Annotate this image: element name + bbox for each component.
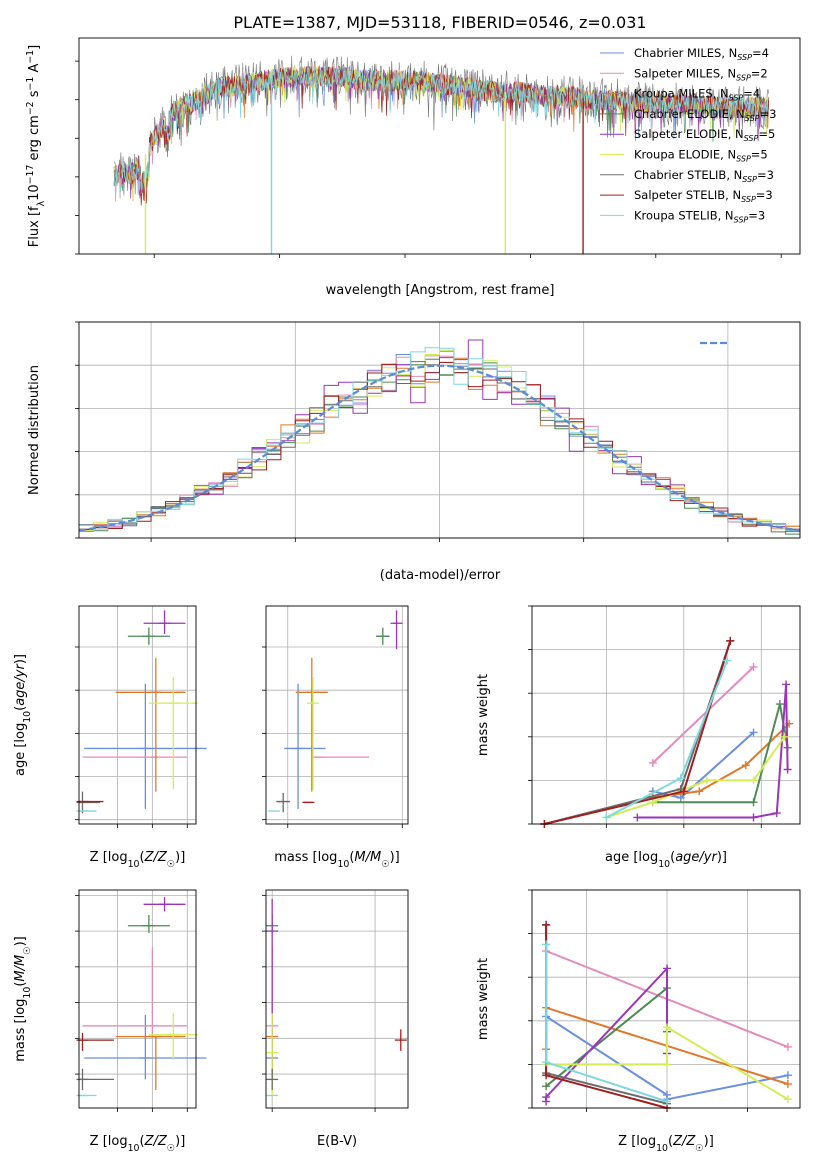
chart-age_vs_mass: mass [log10(M/M☉)] (262, 605, 409, 870)
series-marker (782, 680, 791, 689)
series-marker (676, 774, 685, 783)
plot-area-mass_vs_Z (76, 897, 207, 1097)
chart-mass_vs_ebv: E(B-V) (262, 889, 409, 1149)
series-marker (542, 940, 551, 949)
x-axis-label: Z [log10(Z/Z☉)] (90, 850, 186, 870)
series-marker (542, 1082, 551, 1091)
legend-label: Chabrier STELIB, NSSP=3 (634, 168, 774, 184)
histogram-step (79, 347, 800, 531)
y-axis-label: Flux [fλ10−17 erg cm−2 s−1 A−1] (25, 45, 47, 247)
histogram-step (79, 349, 800, 532)
y-axis-label: mass weight (476, 958, 491, 1040)
chart-age_vs_Z: Z [log10(Z/Z☉)] age [log10(age/yr)] (13, 605, 207, 870)
series-marker (749, 813, 758, 822)
x-axis-label: mass [log10(M/M☉)] (274, 850, 400, 870)
chart-weight_vs_Z: Z [log10(Z/Z☉)] mass weight (476, 889, 801, 1154)
series-marker (542, 1071, 551, 1080)
chart-mass_vs_Z: Z [log10(Z/Z☉)] mass [log10(M/M☉)] (13, 889, 207, 1154)
axes-frame (265, 605, 409, 825)
series-marker (749, 663, 758, 672)
normal-curve (78, 364, 801, 532)
series-line (652, 703, 789, 804)
plot-area-residuals (78, 339, 801, 535)
series-line (545, 986, 668, 1087)
series-line (546, 1025, 789, 1101)
series-marker (676, 793, 685, 802)
series-line (606, 736, 786, 819)
series-marker (703, 776, 712, 785)
plot-area-mass_vs_ebv (266, 898, 407, 1097)
x-axis-label: Z [log10(Z/Z☉)] (90, 1134, 186, 1154)
series-marker (783, 765, 792, 774)
series-marker (633, 813, 642, 822)
y-axis-label: mass weight (476, 674, 491, 756)
series-marker (542, 920, 551, 929)
x-axis-label: age [log10(age/yr)] (605, 850, 727, 870)
series-line (544, 640, 732, 825)
series-marker (780, 732, 789, 741)
legend-label: Kroupa ELODIE, NSSP=5 (634, 148, 768, 164)
axes-frame (78, 321, 801, 539)
series-marker (679, 787, 688, 796)
x-axis-label: wavelength [Angstrom, rest frame] (326, 283, 555, 298)
series-marker (663, 1023, 672, 1032)
series-marker (726, 636, 735, 645)
series-marker (783, 1080, 792, 1089)
chart-spectrum: Chabrier MILES, NSSP=4 Salpeter MILES, NS… (25, 37, 801, 298)
legend-label: Kroupa STELIB, NSSP=3 (634, 208, 765, 224)
series-marker (772, 809, 781, 818)
chart-weight_vs_age: age [log10(age/yr)] mass weight (476, 605, 801, 870)
axes-frame (531, 889, 801, 1109)
series-marker (783, 1071, 792, 1080)
y-axis-label: age [log10(age/yr)] (13, 654, 33, 776)
histogram-step (79, 362, 800, 530)
series-marker (542, 1058, 551, 1067)
axes-frame (78, 889, 197, 1109)
spectrum-line (113, 65, 769, 196)
series-line (545, 924, 668, 1109)
plot-area-weight_vs_age (540, 636, 794, 828)
series-marker (775, 700, 784, 709)
x-axis-label: Z [log10(Z/Z☉)] (618, 1134, 714, 1154)
legend-label: Salpeter MILES, NSSP=2 (634, 66, 768, 82)
legend-label: Chabrier MILES, NSSP=4 (634, 46, 769, 62)
plot-area-spectrum (113, 55, 770, 254)
plot-area-age_vs_Z (76, 610, 207, 814)
plot-area-age_vs_mass (268, 610, 403, 813)
series-marker (749, 798, 758, 807)
series-marker (723, 656, 732, 665)
legend-label: Kroupa MILES, NSSP=4 (634, 87, 760, 103)
series-marker (542, 1093, 551, 1102)
series-line (652, 666, 755, 764)
axes-frame (265, 889, 409, 1109)
y-axis-label: mass [log10(M/M☉)] (13, 936, 33, 1062)
series-marker (741, 761, 750, 770)
legend-label: Chabrier ELODIE, NSSP=3 (634, 107, 776, 123)
axes-frame (78, 605, 197, 825)
x-axis-label: E(B-V) (317, 1134, 357, 1149)
series-marker (602, 813, 611, 822)
series-marker (695, 787, 704, 796)
spectrum-line (113, 55, 769, 201)
chart-residuals: (data-model)/error Normed distribution (27, 321, 801, 583)
legend-label: Salpeter STELIB, NSSP=3 (634, 188, 773, 204)
figure-title: PLATE=1387, MJD=53118, FIBERID=0546, z=0… (233, 13, 646, 32)
y-axis-label: Normed distribution (27, 365, 42, 495)
series-marker (663, 964, 672, 973)
series-marker (783, 1042, 792, 1051)
series-marker (648, 758, 657, 767)
x-axis-label: (data-model)/error (380, 568, 501, 583)
legend-label: Salpeter ELODIE, NSSP=5 (634, 127, 775, 143)
axes-frame (531, 605, 801, 825)
series-line (652, 722, 790, 799)
series-marker (749, 776, 758, 785)
series-marker (663, 1060, 672, 1069)
axes-frame (78, 37, 801, 255)
series-marker (749, 728, 758, 737)
series-marker (663, 1097, 672, 1106)
plot-area-weight_vs_Z (542, 920, 792, 1112)
series-marker (783, 1095, 792, 1104)
